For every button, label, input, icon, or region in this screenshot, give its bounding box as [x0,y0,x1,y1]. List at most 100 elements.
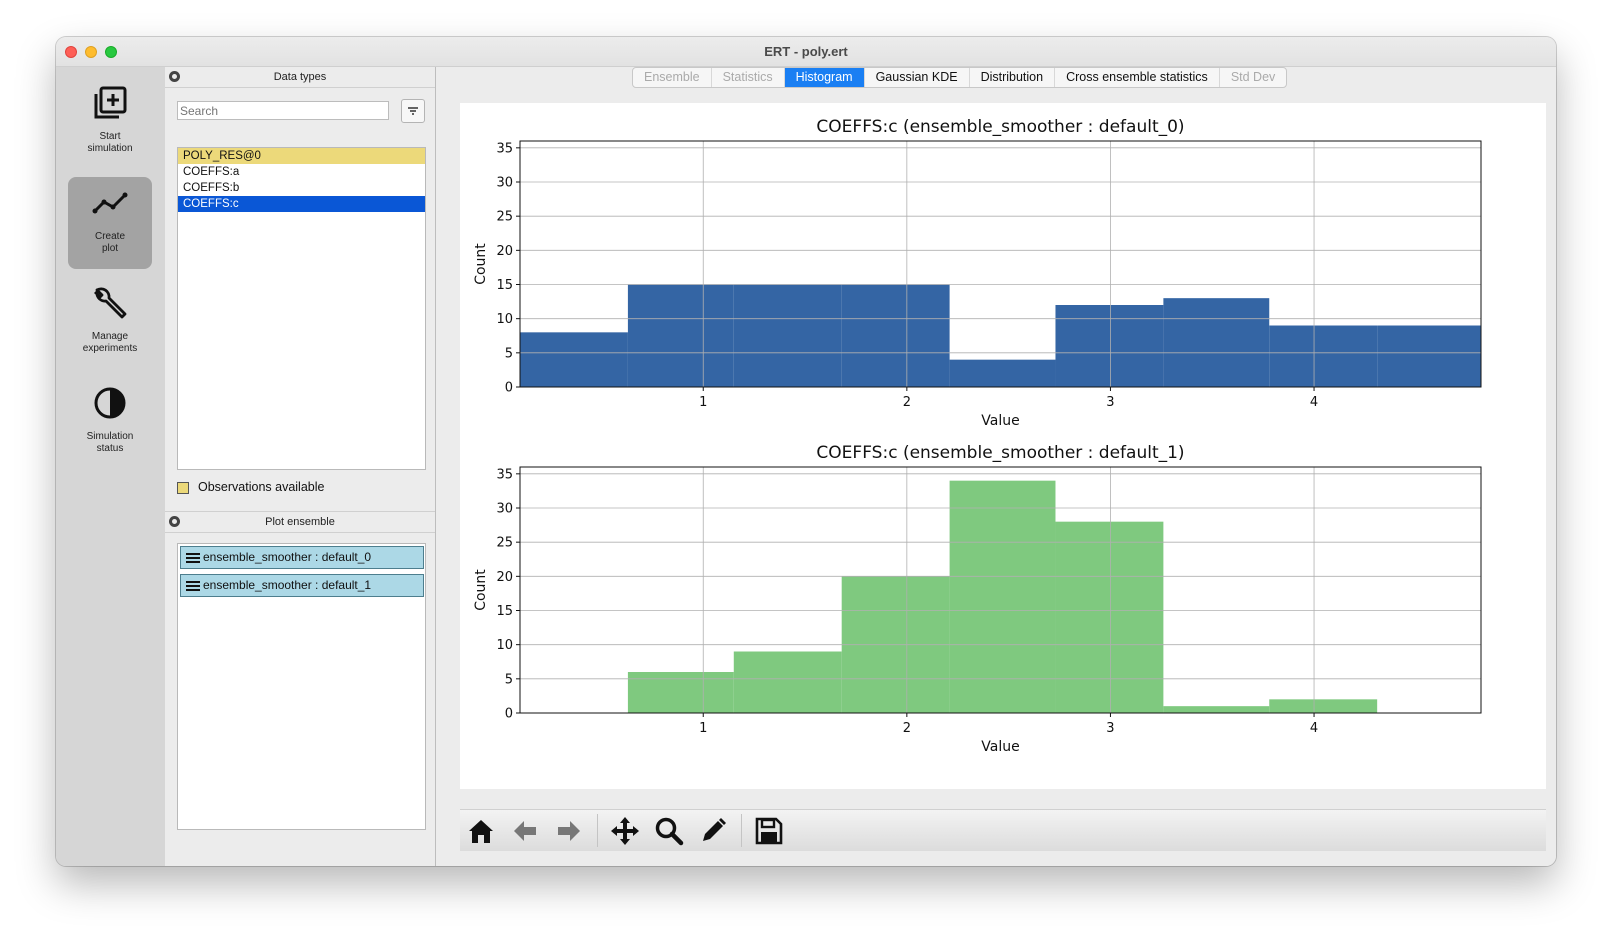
home-icon[interactable] [466,816,496,846]
half-circle-status-icon [94,387,126,419]
plot-toolbar [460,809,1546,851]
sidebar-item-simulation-status[interactable]: Simulation status [68,377,152,469]
observations-swatch [177,481,189,494]
tab-std-dev[interactable]: Std Dev [1230,70,1276,84]
plot-content: Ensemble Statistics Histogram Gaussian K… [436,67,1556,866]
list-item[interactable]: COEFFS:a [183,166,240,178]
chart-title: COEFFS:c (ensemble_smoother : default_0) [816,117,1184,137]
y-tick-label: 30 [496,502,513,517]
y-tick-label: 0 [505,381,513,396]
y-tick-label: 15 [496,278,513,293]
y-tick-label: 20 [496,244,513,259]
histogram-figure: COEFFS:c (ensemble_smoother : default_0)… [473,117,1482,755]
y-axis-label: Count [473,569,489,611]
histogram-bar [627,672,734,713]
ensemble-item[interactable]: ensemble_smoother : default_1 [180,574,424,597]
tab-ensemble[interactable]: Ensemble [633,68,712,87]
save-icon[interactable] [754,816,784,846]
histogram-bar [1055,305,1164,387]
sidebar-item-start-simulation[interactable]: Start simulation [68,77,152,169]
add-simulation-icon [94,86,127,119]
y-tick-label: 15 [496,604,513,619]
list-item[interactable]: POLY_RES@0 [178,148,425,164]
data-panel: Data types POLY_RES@0 COEFFS:a COEFFS:b … [165,67,436,866]
forward-arrow-icon[interactable] [554,816,584,846]
filter-icon [408,107,418,115]
pan-icon[interactable] [610,816,640,846]
x-tick-label: 3 [1106,721,1114,736]
filter-button[interactable] [401,99,425,123]
sidebar-item-label: Simulation status [86,431,134,454]
list-item[interactable]: COEFFS:c [178,196,425,212]
y-tick-label: 30 [496,176,513,191]
x-tick-label: 4 [1310,721,1318,736]
histogram-bar [1163,706,1270,713]
undock-button[interactable] [169,71,180,82]
list-item[interactable]: COEFFS:b [183,182,240,194]
x-tick-label: 2 [903,395,911,410]
y-tick-label: 5 [505,672,513,687]
undock-button[interactable] [169,516,180,527]
histogram-bar [841,284,950,387]
tab-statistics[interactable]: Statistics [712,68,785,87]
zoom-icon[interactable] [654,816,684,846]
histogram-bar [949,480,1056,713]
drag-handle-icon[interactable] [186,553,200,563]
axes-frame [519,140,1482,388]
search-input[interactable] [177,101,389,120]
left-sidebar: Start simulation Create plot Manage expe… [56,67,165,866]
x-tick-label: 2 [903,721,911,736]
ensemble-item[interactable]: ensemble_smoother : default_0 [180,546,424,569]
tab-gaussian-kde[interactable]: Gaussian KDE [865,68,970,87]
plot-ensemble-title: Plot ensemble [265,516,335,528]
data-types-title: Data types [273,71,327,83]
x-axis-label: Value [981,739,1019,755]
line-chart-icon [92,192,128,214]
y-tick-label: 10 [496,312,513,327]
ensemble-item-label: ensemble_smoother : default_1 [203,578,372,592]
y-tick-label: 5 [505,346,513,361]
y-tick-label: 25 [496,210,513,225]
axes-frame [519,466,1482,714]
histogram-bar [733,284,842,387]
sidebar-item-create-plot[interactable]: Create plot [68,177,152,269]
sidebar-item-label: Start simulation [87,131,133,154]
histogram-bar [1055,521,1164,713]
y-axis-label: Count [473,243,489,285]
observations-legend-label: Observations available [198,480,325,494]
plot-ensemble-list[interactable]: ensemble_smoother : default_0 ensemble_s… [177,543,426,830]
observations-legend: Observations available [177,480,324,498]
drag-handle-icon[interactable] [186,581,200,591]
x-tick-label: 1 [699,395,707,410]
y-tick-label: 25 [496,536,513,551]
data-types-list[interactable]: POLY_RES@0 COEFFS:a COEFFS:b COEFFS:c [177,147,426,470]
plot-tabs: Ensemble Statistics Histogram Gaussian K… [632,67,1288,88]
title-bar: ERT - poly.ert [56,37,1556,67]
ensemble-item-label: ensemble_smoother : default_0 [203,550,372,564]
x-tick-label: 4 [1310,395,1318,410]
histogram-bar [520,332,628,387]
back-arrow-icon[interactable] [510,816,540,846]
tab-cross-ensemble-statistics[interactable]: Cross ensemble statistics [1055,68,1220,87]
y-tick-label: 35 [496,141,513,156]
sidebar-item-label: Create plot [94,231,125,254]
sidebar-item-manage-experiments[interactable]: Manage experiments [68,277,152,369]
y-tick-label: 0 [505,707,513,722]
x-axis-label: Value [981,413,1019,429]
close-window-button[interactable] [65,46,77,58]
histogram-bar [1377,325,1481,387]
zoom-window-button[interactable] [105,46,117,58]
histogram-bar [1269,325,1378,387]
histogram-bar [627,284,734,387]
toolbar-separator [741,814,742,847]
histogram-bar [949,359,1056,387]
histogram-bar [1269,699,1378,713]
plot-canvas[interactable]: COEFFS:c (ensemble_smoother : default_0)… [460,103,1546,789]
y-tick-label: 20 [496,570,513,585]
plot-ensemble-header: Plot ensemble [165,511,435,533]
tab-distribution[interactable]: Distribution [970,68,1056,87]
edit-icon[interactable] [698,816,728,846]
histogram-bar [733,651,842,713]
tab-histogram[interactable]: Histogram [784,68,865,87]
minimize-window-button[interactable] [85,46,97,58]
